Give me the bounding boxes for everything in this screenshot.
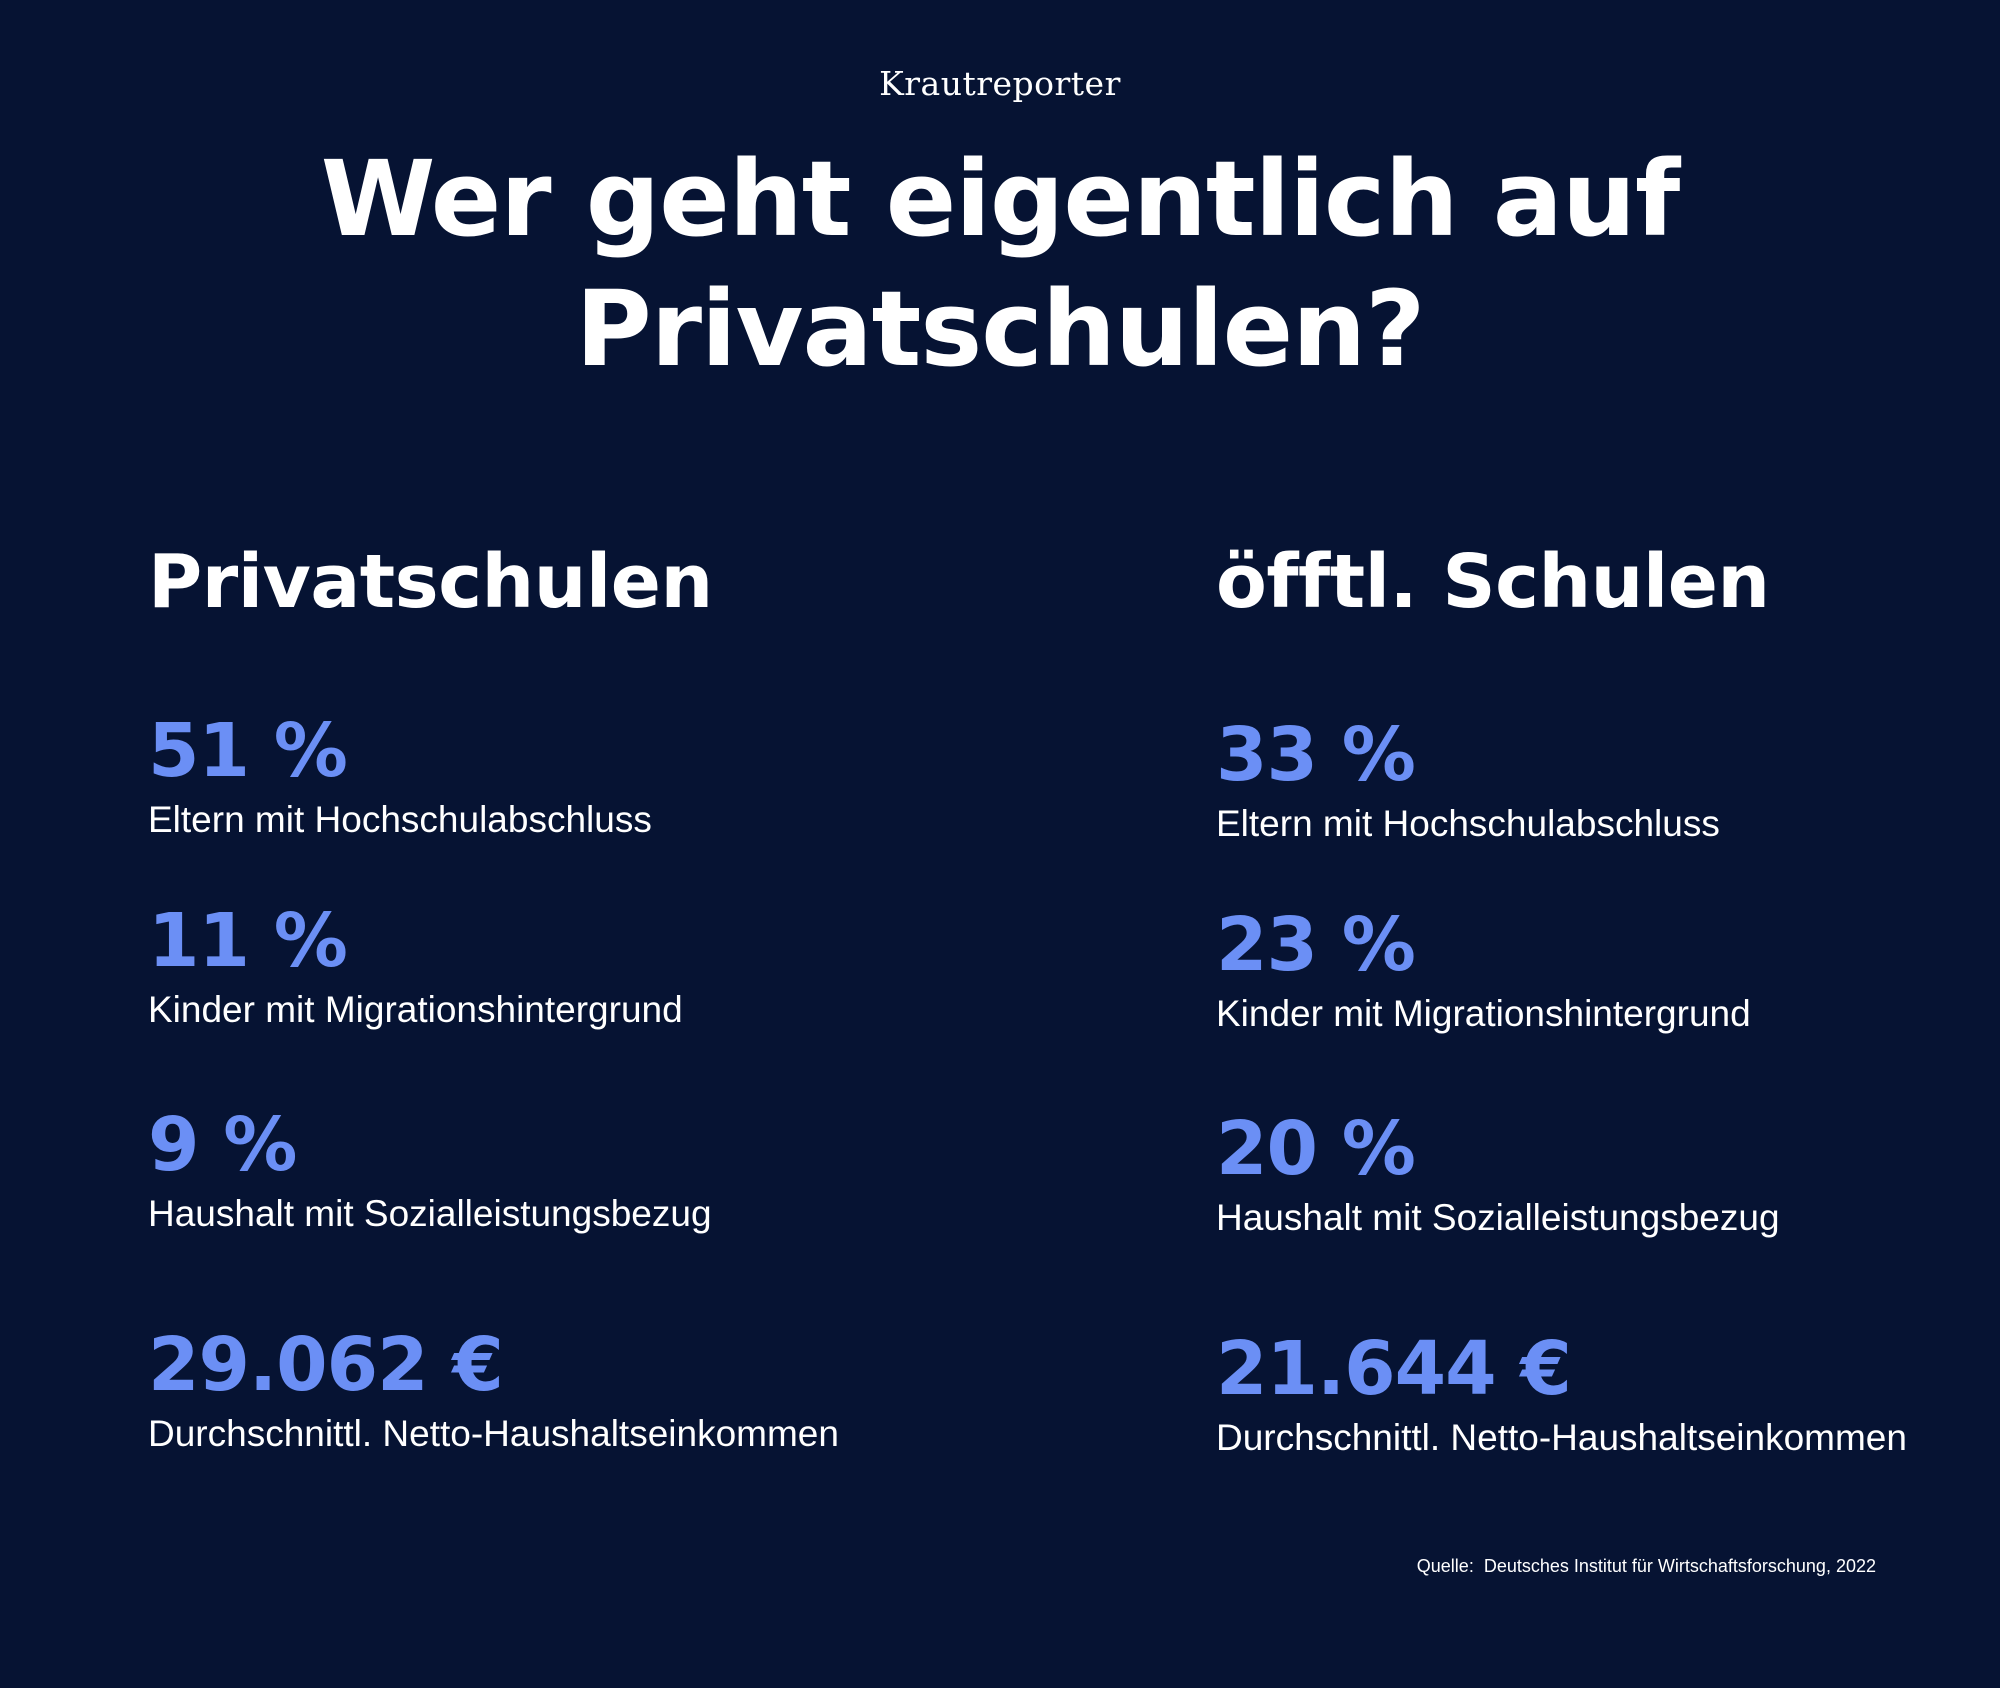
stat-private-social-benefits: 9 % Haushalt mit Sozialleistungsbezug [148, 1102, 968, 1236]
stat-label: Haushalt mit Sozialleistungsbezug [1216, 1197, 1780, 1238]
stat-value: 11 % [148, 898, 348, 984]
stat-value: 9 % [148, 1102, 297, 1188]
stat-value: 51 % [148, 708, 348, 794]
stat-private-migration: 11 % Kinder mit Migrationshintergrund [148, 898, 968, 1032]
stat-label: Kinder mit Migrationshintergrund [148, 989, 683, 1030]
stat-private-income: 29.062 € Durchschnittl. Netto-Haushaltse… [148, 1322, 968, 1456]
headline-line-1: Wer geht eigentlich auf [320, 138, 1681, 260]
stat-label: Durchschnittl. Netto-Haushaltseinkommen [1216, 1417, 1907, 1458]
source-note: Quelle: Deutsches Institut für Wirtschaf… [1416, 1556, 1876, 1576]
stat-value: 29.062 € [148, 1322, 504, 1408]
stat-label: Haushalt mit Sozialleistungsbezug [148, 1193, 712, 1234]
headline-line-2: Privatschulen? [575, 268, 1425, 390]
column-title-public: öfftl. Schulen [1216, 539, 1770, 625]
stat-label: Durchschnittl. Netto-Haushaltseinkommen [148, 1413, 839, 1454]
headline: Wer geht eigentlich auf Privatschulen? [0, 134, 2000, 394]
column-private-schools: Privatschulen 51 % Eltern mit Hochschula… [148, 536, 968, 1454]
stat-public-social-benefits: 20 % Haushalt mit Sozialleistungsbezug [1216, 1106, 2000, 1240]
stat-private-parents-degree: 51 % Eltern mit Hochschulabschluss [148, 708, 968, 842]
brand-logo: Krautreporter [879, 64, 1121, 103]
stat-public-income: 21.644 € Durchschnittl. Netto-Haushaltse… [1216, 1326, 2000, 1460]
stat-public-parents-degree: 33 % Eltern mit Hochschulabschluss [1216, 712, 2000, 846]
stat-label: Kinder mit Migrationshintergrund [1216, 993, 1751, 1034]
stat-value: 23 % [1216, 902, 1416, 988]
column-title-private: Privatschulen [148, 539, 713, 625]
stat-label: Eltern mit Hochschulabschluss [148, 799, 652, 840]
stat-public-migration: 23 % Kinder mit Migrationshintergrund [1216, 902, 2000, 1036]
stat-label: Eltern mit Hochschulabschluss [1216, 803, 1720, 844]
stat-value: 33 % [1216, 712, 1416, 798]
stat-value: 20 % [1216, 1106, 1416, 1192]
column-public-schools: öfftl. Schulen 33 % Eltern mit Hochschul… [1216, 536, 2000, 1458]
stat-value: 21.644 € [1216, 1326, 1572, 1412]
